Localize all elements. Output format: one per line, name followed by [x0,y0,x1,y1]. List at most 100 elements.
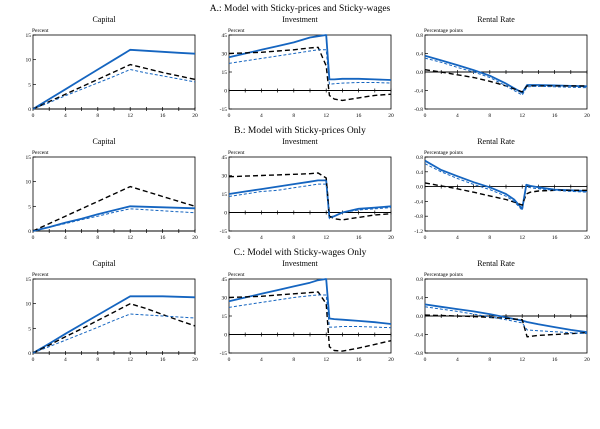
svg-text:16: 16 [160,235,166,241]
svg-text:16: 16 [356,113,362,119]
svg-text:4: 4 [260,357,263,363]
chart-svg: Percent 0 5 10 15 0 4 8 12 16 20 [26,28,199,119]
chart-title: Capital [92,15,116,24]
svg-text:0: 0 [32,357,35,363]
svg-text:12: 12 [519,235,525,241]
svg-text:-0.4: -0.4 [414,333,423,339]
svg-text:0: 0 [424,235,427,241]
svg-text:12: 12 [323,235,329,241]
svg-text:10: 10 [26,58,32,64]
svg-text:16: 16 [356,357,362,363]
chart-b-capital: Capital Percent 0 5 10 15 0 4 8 12 16 20 [6,137,202,244]
chart-svg: Percentage points -1.2 -0.8 -0.4 0.0 0.4 0.8 0 4… [414,150,590,241]
svg-text:-0.8: -0.8 [414,351,423,357]
svg-text:12: 12 [127,357,133,363]
panel-a-title: A.: Model with Sticky-prices and Sticky-… [209,4,391,14]
panel-c: C.: Model with Sticky-wages Only Capital… [4,248,596,366]
svg-text:0.0: 0.0 [416,314,423,320]
svg-text:16: 16 [160,357,166,363]
svg-text:15: 15 [222,192,228,198]
svg-text:8: 8 [96,113,99,119]
svg-text:30: 30 [222,174,228,180]
svg-text:20: 20 [388,113,394,119]
panel-b: B.: Model with Sticky-prices Only Capita… [4,126,596,244]
svg-text:0: 0 [32,235,35,241]
chart-title: Investment [282,259,318,268]
svg-text:-15: -15 [220,229,228,235]
chart-plot: Percentage points -0.8 -0.4 0.0 0.4 0.8 0 4 8 12 1… [398,24,594,122]
svg-text:0: 0 [28,107,31,113]
svg-text:4: 4 [260,235,263,241]
chart-title: Capital [92,259,116,268]
svg-text:4: 4 [456,357,459,363]
svg-text:0: 0 [228,357,231,363]
chart-plot: Percent 0 5 10 15 0 4 8 12 16 20 [6,146,202,244]
svg-text:20: 20 [388,357,394,363]
svg-text:5: 5 [28,82,31,88]
chart-svg: Percentage points -0.8 -0.4 0.0 0.4 0.8 0 4 8 12 1… [414,272,590,363]
svg-text:Percent: Percent [32,28,49,34]
svg-text:0: 0 [224,89,227,95]
svg-text:10: 10 [26,180,32,186]
svg-text:20: 20 [192,357,198,363]
svg-text:16: 16 [356,235,362,241]
svg-text:0.8: 0.8 [416,33,423,39]
svg-text:0: 0 [228,113,231,119]
chart-plot: Percent -15 0 15 30 45 0 4 8 12 16 20 [202,146,398,244]
svg-text:0: 0 [32,113,35,119]
svg-text:45: 45 [222,277,228,283]
svg-text:16: 16 [160,113,166,119]
panel-b-title: B.: Model with Sticky-prices Only [234,126,366,136]
svg-text:0.8: 0.8 [416,155,423,161]
svg-text:0: 0 [224,211,227,217]
svg-text:-0.8: -0.8 [414,107,423,113]
panel-a: A.: Model with Sticky-prices and Sticky-… [4,4,596,122]
svg-text:30: 30 [222,52,228,58]
svg-text:0.0: 0.0 [416,185,423,191]
svg-text:45: 45 [222,33,228,39]
svg-text:0: 0 [424,357,427,363]
chart-title: Rental Rate [477,259,515,268]
chart-c-investment: Investment Percent -15 0 15 30 45 0 4 8 12 16 20 [202,259,398,366]
svg-text:15: 15 [222,314,228,320]
svg-text:-0.4: -0.4 [414,199,423,205]
chart-plot: Percent 0 5 10 15 0 4 8 12 16 20 [6,24,202,122]
svg-text:8: 8 [488,235,491,241]
svg-text:12: 12 [323,357,329,363]
chart-c-capital: Capital Percent 0 5 10 15 0 4 8 12 16 20 [6,259,202,366]
svg-text:8: 8 [292,235,295,241]
svg-text:12: 12 [323,113,329,119]
svg-text:0: 0 [424,113,427,119]
svg-text:20: 20 [388,235,394,241]
svg-text:8: 8 [292,113,295,119]
chart-plot: Percentage points -0.8 -0.4 0.0 0.4 0.8 0 4 8 12 1… [398,268,594,366]
svg-text:4: 4 [64,357,67,363]
svg-text:30: 30 [222,296,228,302]
svg-text:-15: -15 [220,107,228,113]
chart-title: Rental Rate [477,137,515,146]
chart-title: Investment [282,137,318,146]
svg-text:45: 45 [222,155,228,161]
svg-text:0.8: 0.8 [416,277,423,283]
svg-text:-0.8: -0.8 [414,214,423,220]
svg-text:8: 8 [488,113,491,119]
svg-text:4: 4 [64,235,67,241]
svg-text:0: 0 [224,333,227,339]
chart-a-investment: Investment Percent -15 0 15 30 45 0 4 8 12 16 20 [202,15,398,122]
svg-text:Percent: Percent [32,150,49,156]
chart-a-rental-rate: Rental Rate Percentage points -0.8 -0.4 0.0… [398,15,594,122]
svg-text:Percent: Percent [228,150,245,156]
svg-text:4: 4 [260,113,263,119]
svg-text:-0.4: -0.4 [414,89,423,95]
chart-c-rental-rate: Rental Rate Percentage points -0.8 -0.4 0.0… [398,259,594,366]
svg-text:12: 12 [127,113,133,119]
svg-text:4: 4 [456,235,459,241]
svg-text:0: 0 [28,351,31,357]
chart-plot: Percent 0 5 10 15 0 4 8 12 16 20 [6,268,202,366]
svg-text:12: 12 [127,235,133,241]
svg-text:0.4: 0.4 [416,170,423,176]
